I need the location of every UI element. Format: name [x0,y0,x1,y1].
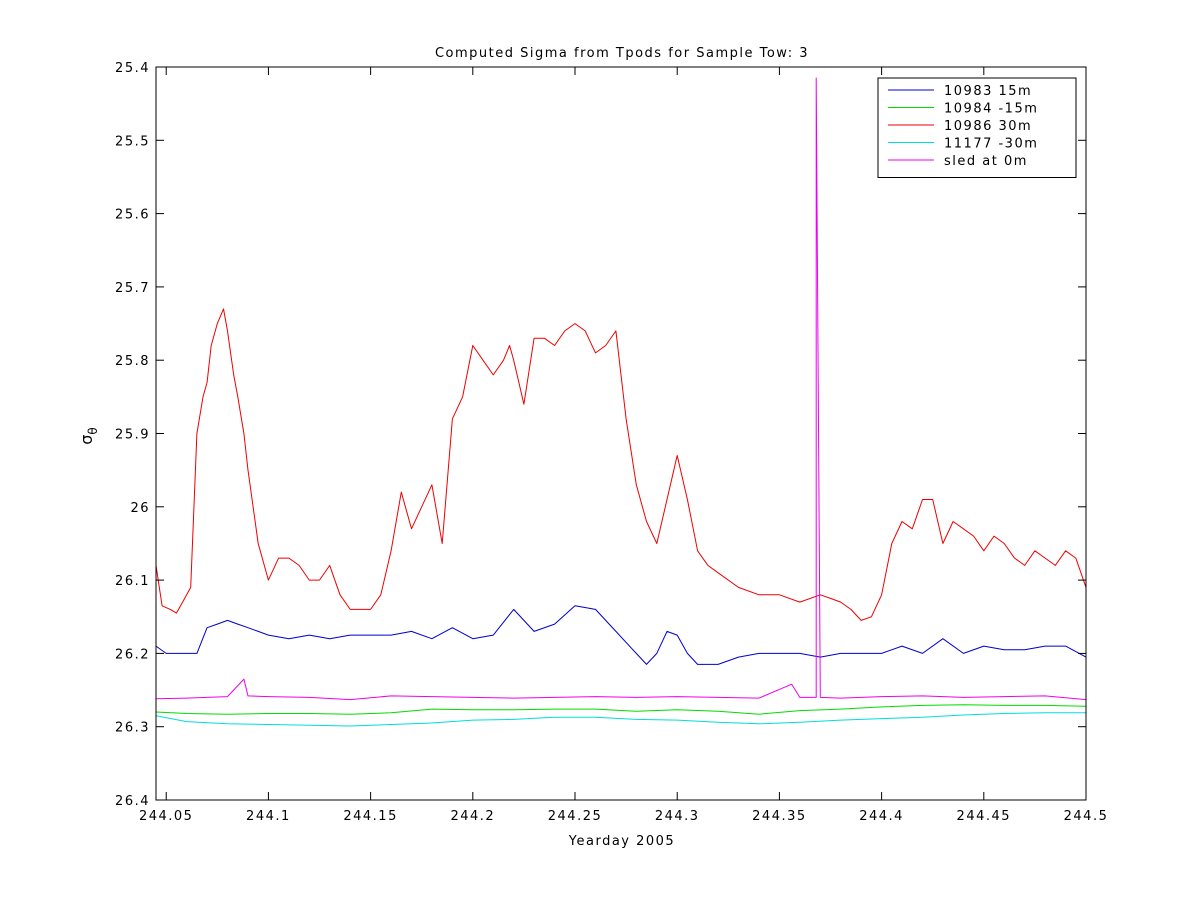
x-tick-label-6: 244.35 [752,809,807,824]
y-tick-label-4: 25.8 [115,354,150,369]
legend: 10983 15m 10984 -15m 10986 30m 11177 -30m sl… [877,77,1077,178]
y-tick-label-6: 26 [130,501,150,516]
x-tick-label-9: 244.5 [1064,809,1109,824]
y-tick-label-7: 26.1 [115,574,150,589]
x-tick-label-8: 244.45 [957,809,1012,824]
y-tick-label-3: 25.7 [115,281,150,296]
series-line-2 [155,308,1087,621]
y-tick-label-10: 26.4 [115,794,150,809]
y-axis-title-main: σ [77,435,96,445]
x-tick-label-3: 244.2 [450,809,495,824]
plot-background [156,67,1086,800]
series-line-4 [155,77,1087,701]
y-tick-label-2: 25.6 [115,208,150,223]
legend-label-0: 10983 15m [944,84,1032,99]
y-tick-label-1: 25.5 [115,134,150,149]
legend-box [877,77,1077,178]
legend-label-4: sled at 0m [944,154,1028,169]
x-axis-title: Yearday 2005 [568,834,675,849]
chart-title: Computed Sigma from Tpods for Sample Tow… [435,46,809,61]
plot-area [156,67,1086,800]
y-axis-title-sub: θ [86,427,100,434]
y-tick-label-8: 26.2 [115,647,150,662]
x-tick-label-1: 244.1 [246,809,291,824]
y-tick-label-9: 26.3 [115,721,150,736]
series-line-1 [155,704,1087,715]
x-tick-label-5: 244.3 [655,809,700,824]
x-tick-label-0: 244.05 [139,809,194,824]
series-layer [155,77,1087,727]
series-line-0 [155,605,1087,665]
y-axis-title: σθ [77,427,100,444]
x-tick-label-4: 244.25 [548,809,603,824]
x-tick-label-2: 244.15 [343,809,398,824]
legend-label-2: 10986 30m [944,119,1032,134]
series-line-3 [155,712,1086,727]
y-tick-label-5: 25.9 [115,428,150,443]
legend-label-1: 10984 -15m [944,102,1038,117]
legend-label-3: 11177 -30m [944,137,1038,152]
x-tick-label-7: 244.4 [859,809,904,824]
axes-layer: 244.05 244.1 244.15 244.2 244.25 244.3 244.35 2… [115,61,1109,824]
y-tick-label-0: 25.4 [115,61,150,76]
